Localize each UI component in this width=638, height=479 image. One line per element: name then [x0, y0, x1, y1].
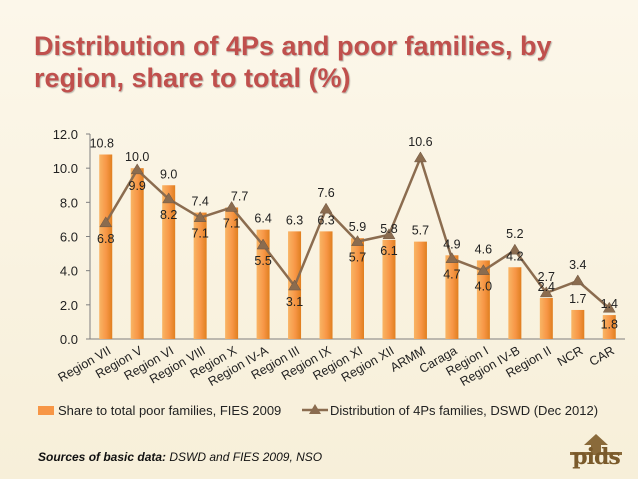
bar — [99, 154, 113, 339]
line-marker — [382, 228, 396, 240]
line-data-label: 5.5 — [254, 254, 271, 268]
sources-text: DSWD and FIES 2009, NSO — [169, 450, 323, 464]
bar-data-label: 5.9 — [349, 220, 366, 234]
bar-data-label: 1.7 — [569, 292, 586, 306]
legend-bar-label: Share to total poor families, FIES 2009 — [58, 403, 281, 418]
legend-line-label: Distribution of 4Ps families, DSWD (Dec … — [330, 403, 598, 418]
sources-label: Sources of basic data: — [38, 450, 167, 464]
line-marker — [476, 264, 490, 275]
bar-data-label: 4.2 — [506, 249, 523, 263]
line-data-label: 3.4 — [569, 258, 586, 272]
bar-data-label: 10.0 — [125, 150, 149, 164]
bar-data-label: 4.9 — [443, 237, 460, 251]
line-marker — [288, 279, 302, 291]
bar — [256, 229, 270, 339]
bar — [476, 260, 490, 339]
line-marker — [508, 243, 522, 255]
line-marker — [99, 216, 113, 228]
bar-data-label: 2.4 — [538, 280, 555, 294]
bar-data-label: 1.4 — [601, 297, 618, 311]
line-marker — [319, 202, 333, 214]
bar — [162, 185, 176, 339]
y-tick-label: 0.0 — [60, 332, 78, 347]
bar — [225, 207, 239, 339]
line-marker — [225, 200, 239, 212]
line-marker — [162, 192, 176, 204]
line-data-label: 7.1 — [191, 227, 208, 241]
line-data-label: 5.7 — [349, 251, 366, 265]
line-marker — [193, 211, 207, 222]
bar — [382, 239, 396, 339]
legend-bar-swatch — [38, 406, 54, 415]
y-tick-label: 6.0 — [60, 230, 78, 245]
y-tick-label: 2.0 — [60, 298, 78, 313]
bar — [413, 241, 427, 339]
page-title: Distribution of 4Ps and poor families, b… — [34, 31, 552, 93]
bar — [193, 212, 207, 339]
bar-data-label: 6.4 — [254, 212, 271, 226]
line-data-label: 1.8 — [601, 317, 618, 331]
bar — [351, 238, 364, 339]
sources-note: Sources of basic data: DSWD and FIES 200… — [38, 450, 322, 464]
line-marker — [445, 252, 459, 263]
y-tick-label: 10.0 — [53, 161, 78, 176]
line-data-label: 10.6 — [408, 135, 432, 149]
line-marker — [413, 151, 427, 163]
logo-text: pids — [572, 444, 621, 470]
line-marker — [351, 235, 364, 246]
line-data-label: 7.6 — [317, 186, 334, 200]
bar-data-label: 6.3 — [317, 213, 334, 227]
x-tick-label: CAR — [587, 343, 617, 368]
line-marker — [256, 238, 270, 250]
bar — [130, 168, 144, 339]
y-tick-label: 12.0 — [53, 127, 78, 142]
bar — [602, 315, 616, 339]
line-data-label: 9.9 — [129, 179, 146, 193]
bar-data-label: 7.7 — [231, 189, 248, 203]
line-data-label: 8.2 — [160, 208, 177, 222]
bar — [539, 298, 553, 339]
y-tick-label: 8.0 — [60, 195, 78, 210]
bar-data-label: 7.4 — [191, 195, 208, 209]
x-tick-label: NCR — [555, 343, 585, 369]
y-tick-label: 4.0 — [60, 264, 78, 279]
line-data-label: 3.1 — [286, 295, 303, 309]
bar — [571, 309, 585, 339]
line-data-label: 6.1 — [380, 244, 397, 258]
bar — [508, 267, 522, 339]
bar-data-label: 4.6 — [475, 242, 492, 256]
line-marker — [539, 286, 553, 298]
bar-data-label: 10.8 — [90, 137, 114, 151]
pids-logo: pids — [566, 432, 626, 472]
line-marker — [130, 163, 144, 175]
bar — [319, 231, 333, 339]
line-marker — [602, 301, 616, 313]
line-data-label: 2.7 — [538, 270, 555, 284]
logo-arrow-icon — [570, 434, 622, 455]
line-data-label: 4.7 — [443, 268, 460, 282]
bar-data-label: 5.7 — [412, 224, 429, 238]
legend-line-marker — [309, 404, 321, 414]
bar-data-label: 9.0 — [160, 167, 177, 181]
bar-data-label: 6.3 — [286, 213, 303, 227]
line-data-label: 7.1 — [223, 216, 240, 230]
bar — [445, 255, 459, 339]
line-data-label: 5.2 — [506, 227, 523, 241]
bar-data-label: 5.8 — [380, 222, 397, 236]
line-marker — [571, 274, 585, 286]
line-data-label: 6.8 — [97, 232, 114, 246]
line-data-label: 4.0 — [475, 280, 492, 294]
